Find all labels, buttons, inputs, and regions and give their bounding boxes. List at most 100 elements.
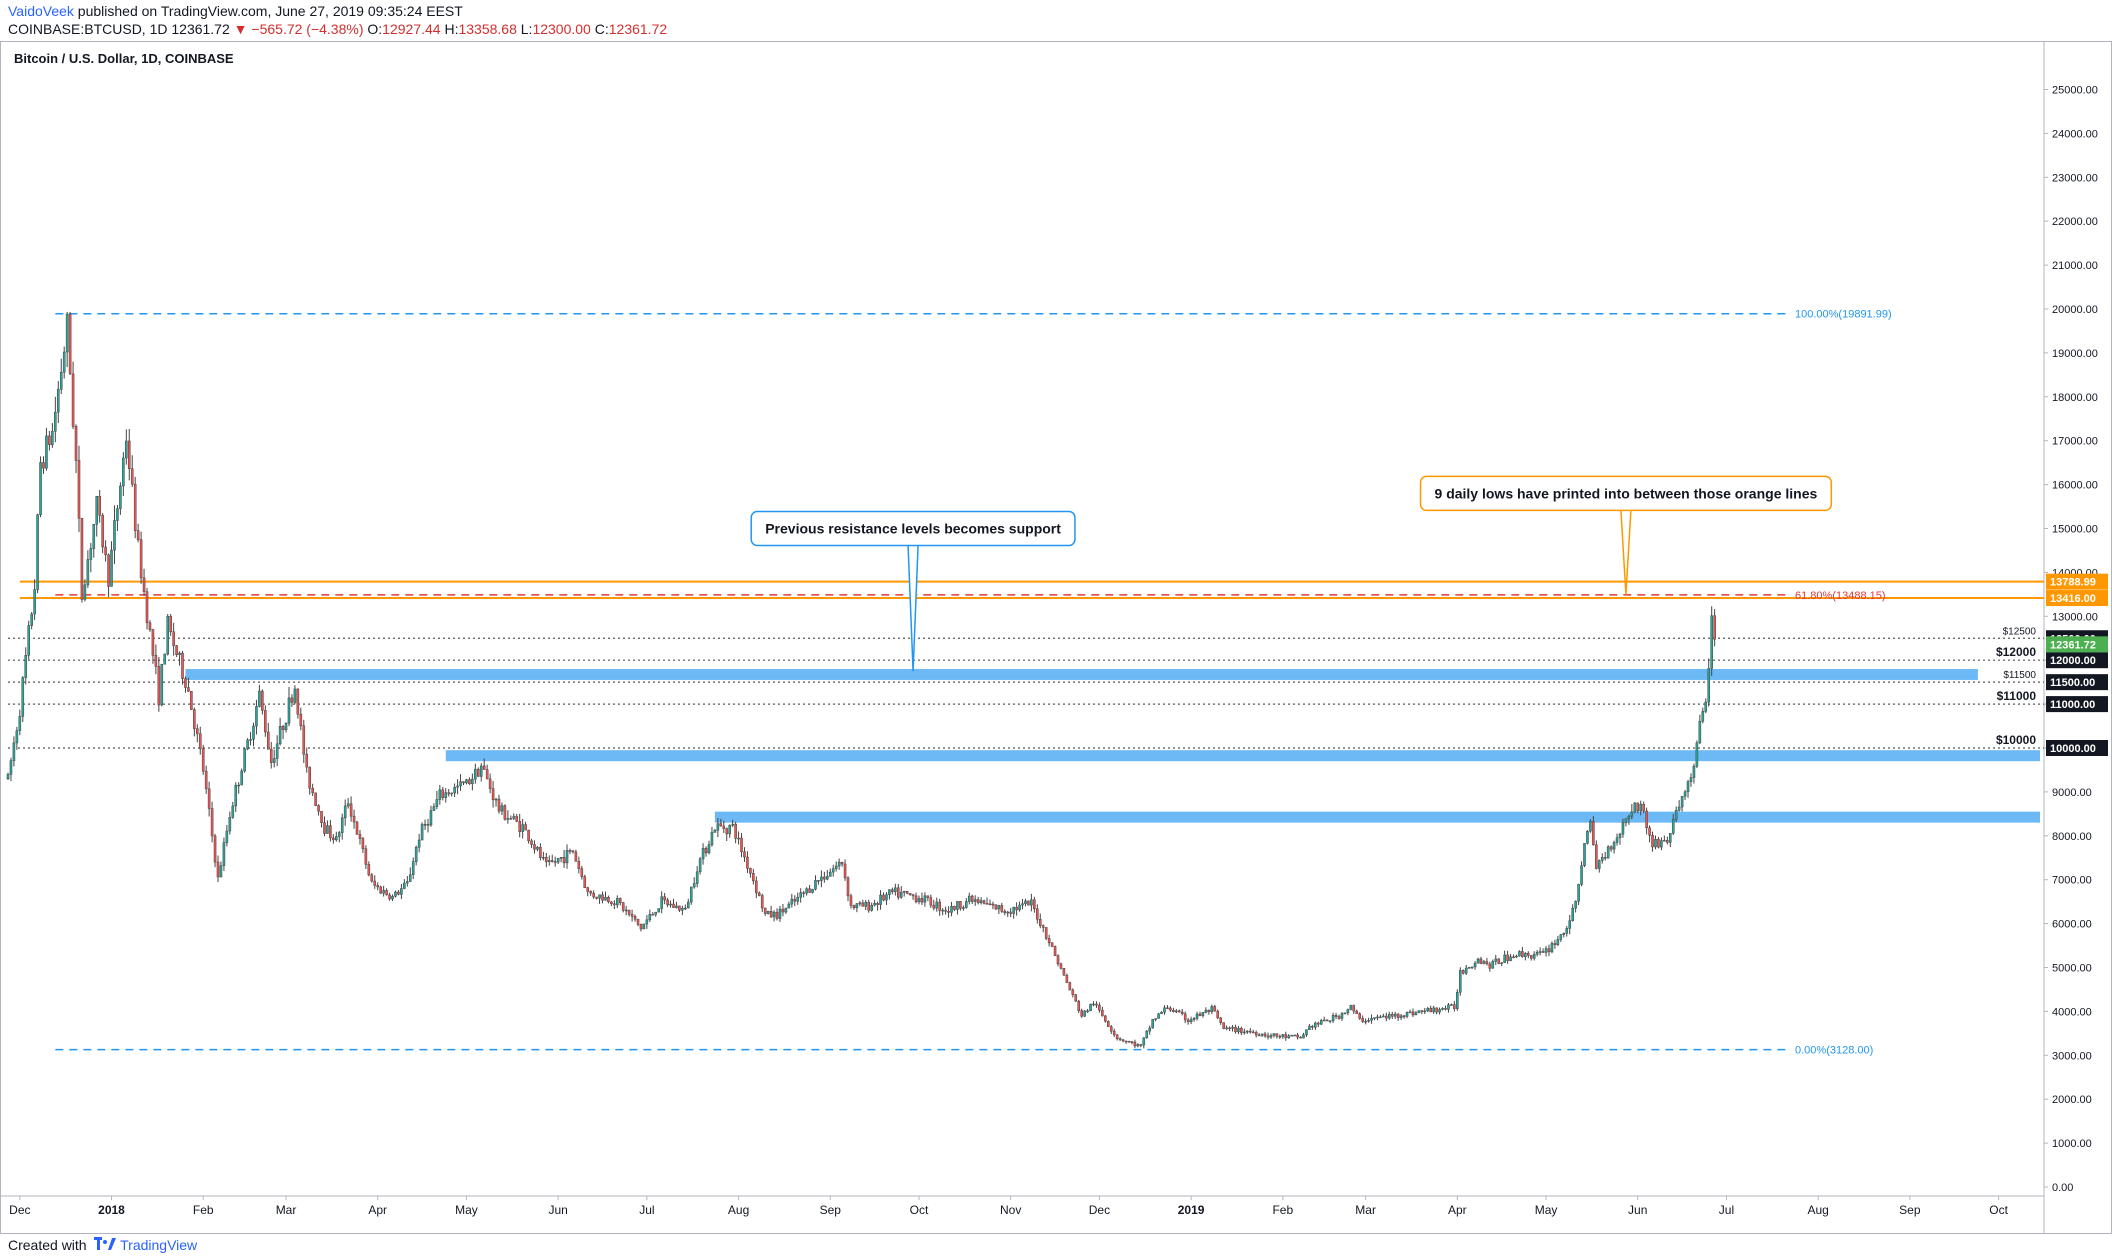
dotted-11500-axis-label: 11500.00 (2050, 677, 2095, 689)
candle-body (1396, 1013, 1400, 1018)
candle-body (54, 411, 57, 432)
candle-body (39, 462, 42, 515)
candle-body (775, 911, 779, 919)
candle-body (302, 725, 306, 755)
candle (598, 894, 601, 904)
candle-body (1319, 1020, 1323, 1025)
candle-body (423, 824, 427, 826)
candle (1497, 958, 1501, 965)
candle-body (1668, 833, 1672, 843)
candle-body (518, 821, 521, 832)
candle (207, 781, 211, 817)
candle-body (388, 894, 391, 900)
candle (1033, 896, 1036, 913)
candle-body (367, 864, 371, 876)
candle (349, 796, 353, 822)
candle (1169, 1006, 1172, 1012)
candle (1207, 1009, 1211, 1015)
candle-body (580, 868, 584, 877)
candle-body (284, 722, 288, 731)
published-text: published on TradingView.com, June 27, 2… (77, 3, 463, 19)
candle-body (1580, 865, 1583, 885)
candle-body (204, 770, 208, 790)
candle-body (400, 888, 403, 895)
candle-body (905, 891, 909, 894)
candle (1432, 1005, 1435, 1014)
candle (1186, 1017, 1190, 1025)
candle (556, 858, 560, 865)
candle-body (1686, 781, 1690, 793)
candle-body (1547, 948, 1551, 953)
candle (92, 524, 96, 558)
candle (574, 849, 578, 862)
candle-body (373, 880, 377, 886)
candle (394, 890, 397, 898)
candle-body (787, 903, 791, 909)
candle (1139, 1044, 1143, 1048)
candle (879, 890, 882, 910)
candle (553, 856, 557, 867)
candle (86, 550, 90, 588)
candle-body (1151, 1019, 1154, 1029)
candle-body (193, 709, 196, 729)
candle-body (923, 895, 927, 903)
candle (1627, 814, 1631, 825)
candle (1639, 800, 1642, 816)
candle-body (326, 825, 329, 834)
callout-orange-pointer (1620, 510, 1632, 595)
callout-support-pointer (907, 545, 919, 672)
candle-body (760, 895, 764, 909)
candle-body (385, 890, 388, 896)
chart-area[interactable]: Bitcoin / U.S. Dollar, 1D, COINBASE 0.00… (0, 41, 2112, 1234)
candle (1388, 1011, 1391, 1020)
candle-body (482, 765, 486, 770)
candle-body (1414, 1012, 1418, 1016)
candle-body (1038, 919, 1042, 926)
candle-body (950, 906, 953, 913)
candle-body (228, 817, 232, 832)
candle-body (550, 860, 554, 862)
candle (1275, 1033, 1279, 1039)
dotted-11000-text: $11000 (1997, 689, 2037, 703)
price-tick-label: 24000.00 (2052, 128, 2098, 140)
candle-body (645, 919, 649, 925)
candle-body (1467, 967, 1471, 969)
candle-body (403, 882, 406, 889)
candle-body (616, 898, 619, 906)
price-tick-label: 25000.00 (2052, 85, 2098, 97)
candle (672, 898, 675, 908)
candle-body (181, 652, 184, 679)
candle-body (184, 678, 187, 688)
candle (1071, 988, 1075, 998)
author-link[interactable]: VaidoVeek (8, 3, 74, 19)
candle-body (358, 834, 362, 839)
candle (1373, 1017, 1376, 1021)
candle (1538, 947, 1542, 956)
candle (252, 722, 255, 747)
candle (234, 782, 238, 812)
candle (864, 899, 868, 911)
candle-body (976, 899, 980, 903)
candle-body (355, 821, 359, 835)
candle-body (98, 495, 101, 516)
orange-lower-axis-label: 13416.00 (2050, 593, 2096, 605)
candle-body (477, 768, 480, 777)
candle-body (1237, 1027, 1240, 1033)
candle (1222, 1022, 1225, 1030)
zone-8400 (714, 811, 2041, 823)
candle-body (1186, 1019, 1190, 1023)
candle (1038, 913, 1042, 929)
candle-body (1420, 1010, 1424, 1012)
candle-body (1198, 1013, 1202, 1016)
tradingview-brand[interactable]: TradingView (120, 1237, 198, 1253)
candle (722, 820, 726, 834)
price-tick-label: 0.00 (2052, 1182, 2073, 1194)
orange-upper-axis-label-bg (2046, 573, 2108, 590)
candle-body (1627, 815, 1631, 819)
candle-body (187, 687, 190, 692)
candle-body (24, 655, 28, 678)
time-tick-label: Aug (1807, 1203, 1828, 1217)
chart-svg[interactable]: Bitcoin / U.S. Dollar, 1D, COINBASE 0.00… (0, 41, 2112, 1234)
candle-body (258, 690, 261, 707)
candle (713, 828, 717, 833)
